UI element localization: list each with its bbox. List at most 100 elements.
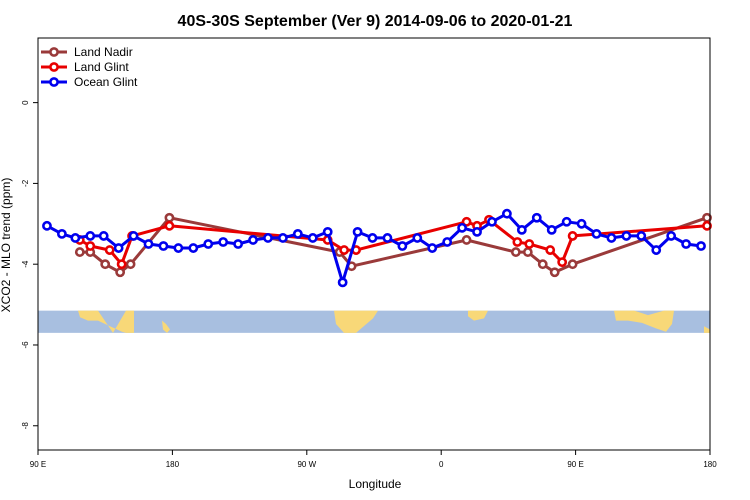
data-point: [248, 235, 258, 245]
x-tick-label: 180: [166, 460, 180, 469]
data-point: [567, 231, 578, 241]
data-point: [696, 241, 706, 251]
map-strip: [38, 310, 710, 333]
data-point: [524, 239, 535, 249]
data-point: [125, 259, 136, 270]
data-point: [510, 247, 521, 257]
data-point: [173, 243, 184, 253]
data-point: [567, 259, 578, 270]
legend-marker: [49, 77, 59, 87]
data-point: [233, 239, 244, 249]
data-point: [512, 237, 523, 247]
y-tick-label: -6: [21, 341, 30, 349]
data-point: [115, 267, 126, 278]
data-point: [337, 277, 348, 288]
data-point: [164, 220, 175, 231]
data-point: [561, 216, 572, 227]
data-point: [164, 212, 175, 223]
data-point: [278, 233, 288, 243]
data-point: [307, 233, 318, 243]
data-point: [636, 231, 647, 241]
data-point: [516, 224, 527, 235]
data-point: [557, 257, 568, 268]
data-point: [397, 241, 408, 251]
x-tick-label: 90 E: [30, 460, 46, 469]
data-point: [188, 243, 199, 253]
series-ocean-glint: [42, 208, 706, 288]
data-point: [263, 233, 273, 243]
landmass-4: [614, 310, 674, 332]
data-point: [531, 212, 542, 223]
data-point: [651, 245, 662, 255]
data-point: [591, 229, 602, 239]
data-point: [606, 233, 617, 243]
y-tick-label: 0: [21, 100, 30, 105]
data-point: [522, 247, 533, 257]
data-point: [98, 231, 109, 241]
data-point: [576, 218, 587, 229]
map-ocean: [38, 310, 710, 333]
legend-label: Land Nadir: [74, 45, 133, 59]
data-point: [116, 259, 127, 270]
data-point: [537, 259, 548, 270]
x-tick-label: 90 E: [567, 460, 583, 469]
legend-item: Land Nadir: [41, 45, 133, 59]
data-point: [545, 245, 556, 255]
data-point: [487, 216, 497, 227]
data-point: [104, 245, 115, 255]
data-point: [427, 243, 438, 253]
data-point: [218, 237, 229, 247]
y-tick-label: -2: [21, 179, 30, 187]
data-point: [621, 231, 632, 241]
data-point: [128, 231, 139, 241]
data-point: [472, 226, 482, 237]
chart-title: 40S-30S September (Ver 9) 2014-09-06 to …: [178, 13, 573, 30]
x-tick-label: 90 W: [297, 460, 316, 469]
data-point: [352, 226, 363, 237]
data-point: [702, 220, 712, 231]
data-point: [546, 224, 557, 235]
x-tick-label: 180: [703, 460, 717, 469]
data-point: [143, 239, 154, 249]
landmass-5: [704, 326, 710, 333]
legend-item: Land Glint: [41, 60, 129, 74]
data-point: [382, 233, 393, 243]
axes: 90 E 180 90 W 0 90 E 180 0 -2 -4 -6 -8: [21, 100, 717, 469]
x-axis-label: Longitude: [349, 477, 402, 491]
data-point: [339, 245, 350, 255]
data-point: [74, 247, 85, 257]
series-land-glint: [74, 214, 712, 270]
data-point: [502, 208, 512, 219]
landmass-0: [78, 310, 134, 333]
data-point: [681, 239, 692, 249]
data-point: [666, 231, 677, 241]
legend-label: Ocean Glint: [74, 75, 138, 89]
data-point: [85, 241, 96, 251]
landmass-3: [468, 310, 488, 321]
data-point: [56, 229, 67, 239]
data-point: [457, 222, 468, 233]
plot-frame: [37, 37, 711, 451]
data-point: [412, 233, 423, 243]
y-axis-label: XCO2 - MLO trend (ppm): [0, 178, 13, 313]
data-point: [100, 259, 111, 270]
data-point: [158, 241, 169, 251]
data-point: [461, 216, 472, 227]
data-point: [461, 235, 472, 245]
data-point: [203, 239, 214, 249]
data-point: [549, 267, 560, 278]
data-point: [292, 229, 303, 239]
data-point: [85, 231, 96, 241]
legend-item: Ocean Glint: [41, 75, 138, 89]
data-point: [70, 233, 81, 243]
legend-marker: [49, 47, 59, 57]
series-layer: [42, 208, 712, 288]
x-tick-label: 0: [439, 460, 444, 469]
y-tick-label: -8: [21, 422, 30, 430]
data-point: [442, 237, 453, 247]
data-point: [42, 220, 52, 231]
data-point: [322, 226, 333, 237]
data-point: [367, 233, 378, 243]
